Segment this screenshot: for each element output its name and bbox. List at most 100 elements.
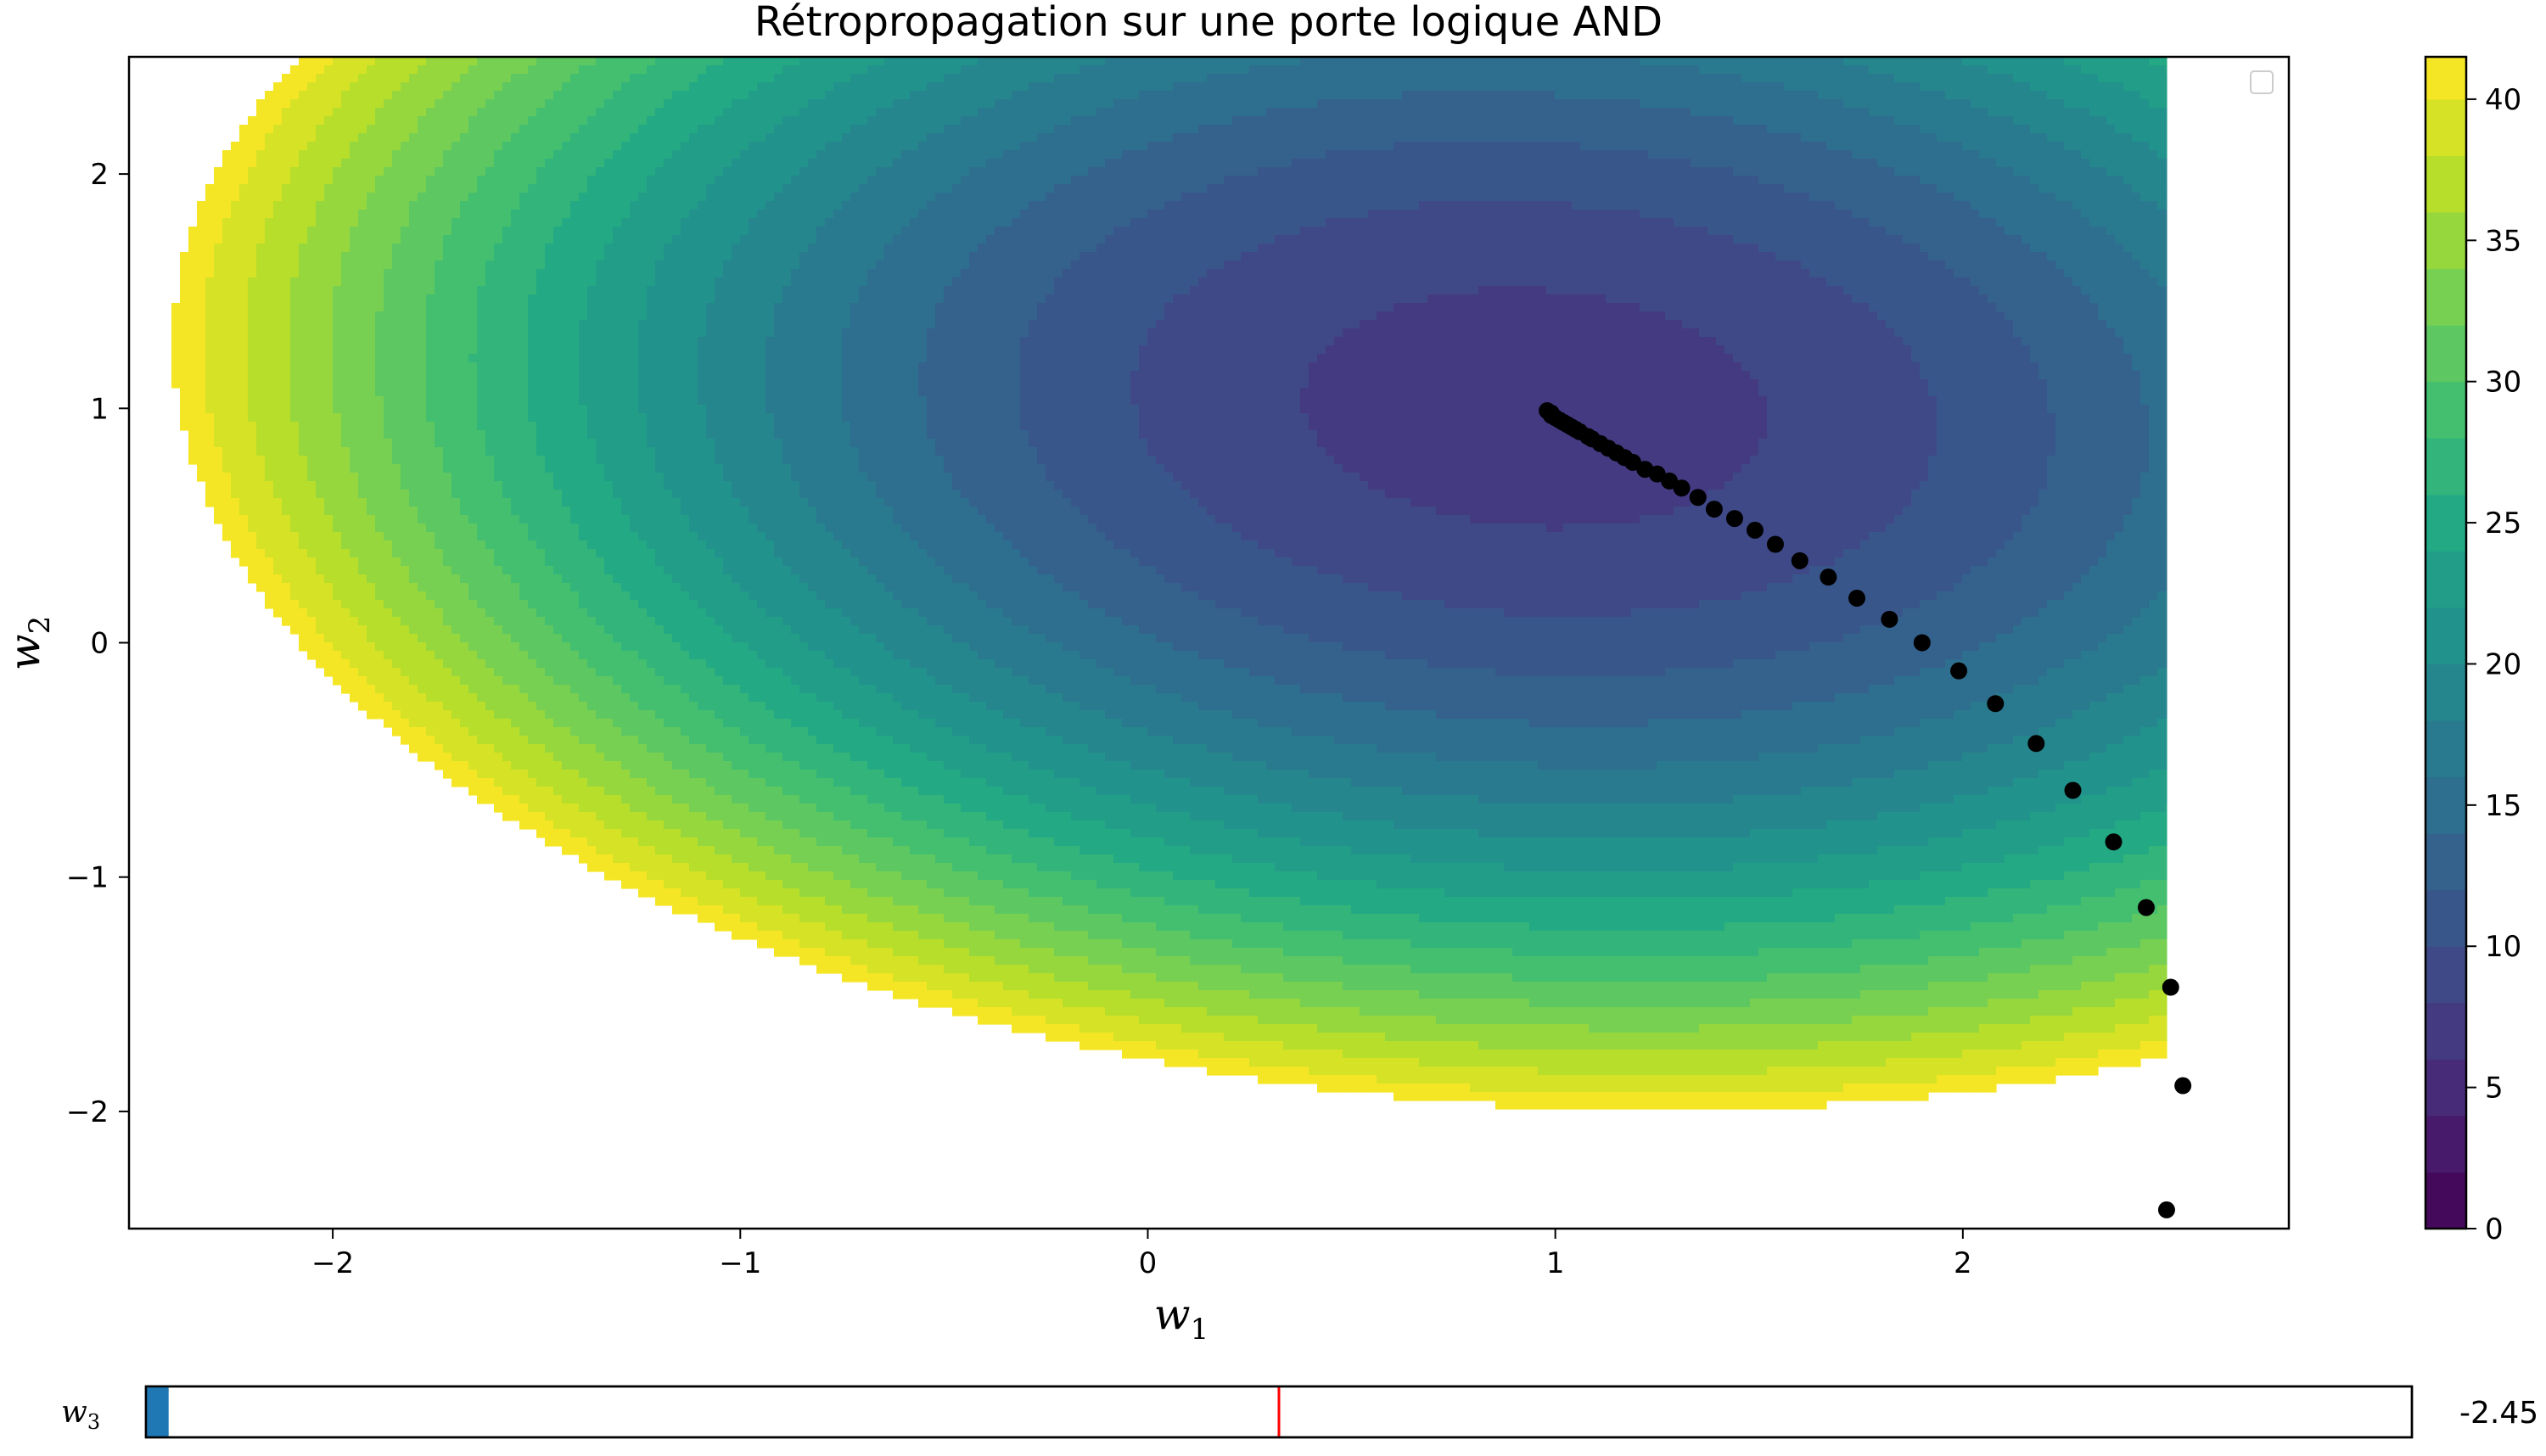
contour-cell [519, 464, 529, 473]
contour-cell [307, 422, 317, 431]
contour-cell [698, 854, 707, 864]
contour-cell [587, 133, 597, 143]
contour-cell [647, 693, 656, 703]
contour-cell [460, 184, 469, 193]
contour-cell [316, 388, 325, 397]
contour-cell [630, 422, 639, 431]
contour-cell [647, 430, 656, 440]
contour-cell [248, 311, 257, 321]
contour-cell [494, 379, 503, 389]
contour-cell [350, 294, 359, 304]
contour-cell [358, 320, 367, 329]
contour-cell [655, 218, 665, 227]
contour-cell [613, 422, 622, 431]
contour-cell [401, 600, 410, 609]
contour-cell [570, 294, 580, 304]
contour-cell [350, 515, 359, 524]
contour-cell [273, 600, 283, 609]
contour-cell [570, 311, 580, 321]
contour-cell [231, 167, 240, 176]
contour-cell [333, 396, 342, 406]
contour-cell [621, 65, 631, 75]
contour-cell [384, 422, 393, 431]
contour-cell [579, 490, 588, 499]
contour-cell [664, 642, 673, 652]
contour-cell [384, 456, 393, 465]
contour-cell [536, 150, 546, 160]
contour-cell [596, 608, 605, 618]
contour-cell [545, 218, 554, 227]
contour-cell [341, 591, 350, 601]
contour-cell [672, 770, 681, 779]
contour-cell [596, 753, 605, 762]
contour-cell [681, 99, 690, 109]
contour-cell [290, 244, 300, 253]
contour-cell [689, 252, 698, 261]
contour-cell [621, 244, 631, 253]
contour-cell [613, 405, 622, 414]
contour-cell [604, 388, 614, 397]
contour-cell [511, 532, 520, 541]
contour-cell [205, 294, 215, 304]
contour-cell [265, 277, 274, 287]
contour-cell [579, 430, 588, 440]
contour-cell [205, 490, 215, 499]
contour-cell [367, 176, 376, 185]
contour-cell [519, 583, 529, 592]
contour-cell [477, 150, 486, 160]
contour-cell [468, 252, 478, 261]
contour-cell [553, 422, 563, 431]
contour-cell [570, 150, 580, 160]
contour-cell [333, 659, 342, 669]
contour-cell [655, 897, 665, 906]
contour-cell [596, 108, 605, 117]
contour-cell [468, 379, 478, 389]
contour-cell [494, 744, 503, 753]
contour-cell [613, 150, 622, 160]
contour-cell [222, 235, 232, 244]
contour-cell [367, 142, 376, 151]
contour-cell [477, 634, 486, 643]
contour-cell [485, 371, 495, 380]
contour-cell [528, 218, 537, 227]
contour-cell [384, 685, 393, 694]
contour-cell [324, 159, 334, 168]
contour-cell [647, 524, 656, 533]
contour-cell [435, 405, 444, 414]
contour-cell [664, 710, 673, 720]
contour-cell [299, 201, 308, 210]
contour-cell [528, 608, 537, 618]
contour-cell [460, 167, 469, 176]
contour-cell [553, 133, 563, 143]
contour-cell [698, 65, 707, 75]
contour-cell [570, 65, 580, 75]
contour-cell [180, 354, 189, 363]
contour-cell [316, 235, 325, 244]
contour-cell [468, 108, 478, 117]
contour-cell [485, 490, 495, 499]
contour-cell [502, 201, 512, 210]
contour-cell [239, 218, 249, 227]
contour-cell [239, 490, 249, 499]
contour-cell [579, 362, 588, 372]
contour-cell [587, 710, 597, 720]
contour-cell [477, 710, 486, 720]
contour-cell [316, 260, 325, 270]
contour-cell [553, 201, 563, 210]
contour-cell [468, 388, 478, 397]
contour-cell [435, 167, 444, 176]
contour-cell [409, 557, 418, 567]
contour-cell [511, 787, 520, 796]
contour-cell [570, 133, 580, 143]
contour-cell [341, 354, 350, 363]
contour-cell [698, 914, 707, 923]
contour-cell [248, 490, 257, 499]
contour-cell [485, 176, 495, 185]
contour-cell [494, 125, 503, 134]
contour-cell [647, 142, 656, 151]
contour-cell [477, 133, 486, 143]
contour-cell [426, 422, 435, 431]
contour-cell [587, 753, 597, 762]
contour-cell [613, 354, 622, 363]
contour-cell [443, 685, 452, 694]
